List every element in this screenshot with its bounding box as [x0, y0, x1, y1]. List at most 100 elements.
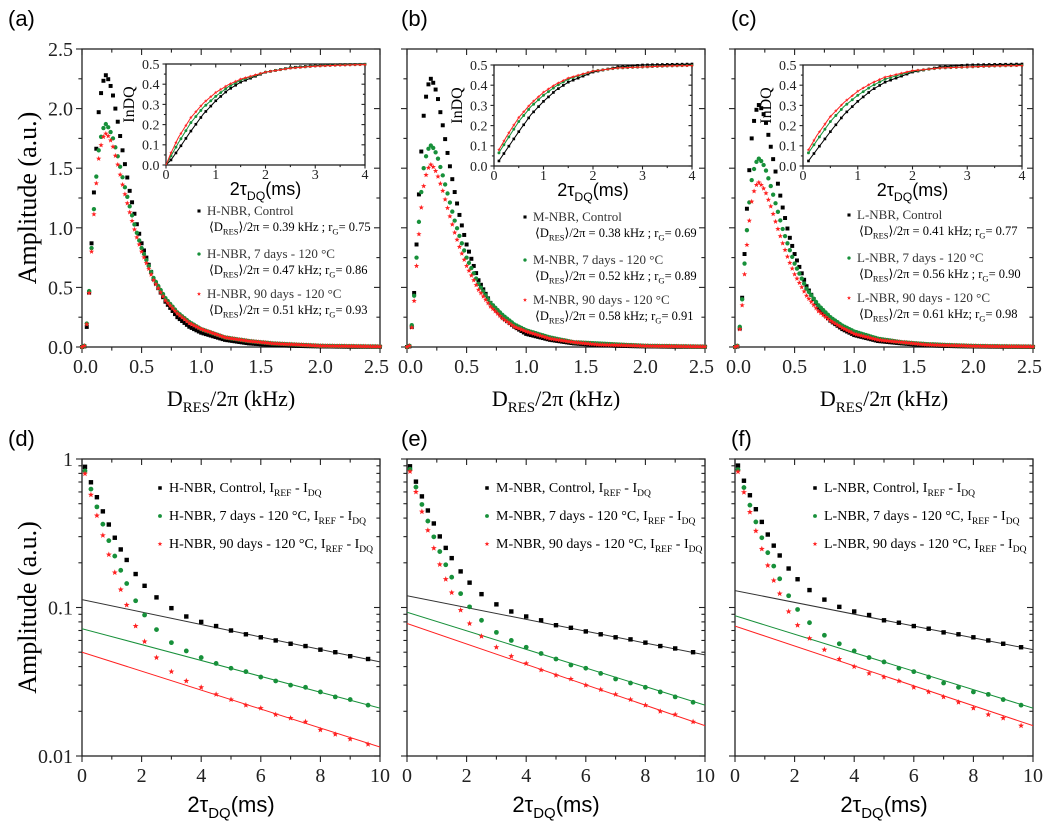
inset-y-axis-label: InDQ — [758, 87, 775, 124]
data-point-star — [944, 342, 950, 348]
data-point-circle — [787, 248, 792, 253]
data-point-square — [130, 200, 135, 205]
data-point-square — [531, 333, 536, 338]
subscript: DQ — [961, 489, 975, 499]
data-point-star — [772, 218, 779, 224]
data-point-star — [585, 340, 591, 346]
data-point-star — [620, 65, 625, 70]
data-point-square — [856, 334, 861, 339]
data-point-circle — [881, 659, 887, 665]
data-point-star — [270, 340, 276, 346]
data-point-square — [219, 95, 223, 98]
x-tick-label: 2 — [590, 169, 597, 184]
data-point-circle — [96, 148, 101, 153]
data-point-square — [971, 63, 975, 67]
x-tick-label: 1.5 — [901, 356, 926, 378]
data-point-star — [483, 297, 489, 303]
data-point-star — [764, 562, 771, 568]
data-point-circle — [747, 502, 753, 508]
x-tick-label: 4 — [521, 765, 531, 787]
inset-fit-line — [808, 65, 1022, 151]
data-point-star — [315, 342, 321, 348]
data-point-circle — [643, 684, 648, 690]
data-point-circle — [494, 629, 499, 635]
data-point-star — [905, 70, 909, 74]
inset-background — [494, 65, 692, 166]
x-tick-label: 1.0 — [514, 356, 539, 378]
data-point-square — [790, 243, 795, 248]
data-point-circle — [502, 143, 506, 147]
data-point-star — [934, 342, 941, 348]
x-tick-label: 8 — [640, 765, 650, 787]
data-point-star — [263, 70, 268, 74]
data-point-square — [101, 78, 106, 83]
data-point-square — [792, 252, 797, 257]
data-point-star — [484, 541, 490, 547]
data-point-circle — [174, 145, 178, 149]
data-point-star — [478, 290, 484, 296]
data-point-star — [659, 343, 665, 349]
data-point-square — [777, 553, 782, 558]
data-point-square — [213, 623, 219, 629]
data-point-circle — [792, 261, 797, 266]
data-point-star — [1000, 714, 1007, 721]
data-point-circle — [754, 159, 759, 165]
data-point-star — [168, 668, 175, 675]
data-point-star — [965, 343, 972, 349]
data-point-star — [963, 343, 969, 349]
data-point-star — [174, 310, 181, 316]
x-tick-label: 2.0 — [633, 356, 658, 378]
data-point-star — [635, 65, 640, 69]
x-tick-label: 0.5 — [454, 356, 479, 378]
data-point-circle — [199, 109, 203, 112]
data-point-square — [142, 583, 147, 588]
legend-detail: ⟨DRES⟩/2π = 0.56 kHz ; rG= 0.90 — [859, 267, 1021, 284]
data-point-star — [184, 123, 188, 128]
data-point-star — [213, 691, 220, 697]
data-point-square — [941, 630, 946, 635]
data-point-circle — [209, 99, 213, 103]
text-part: ⟨D — [859, 267, 873, 281]
legend-entry: H-NBR, Control, IREF - IDQ — [158, 481, 322, 499]
data-point-circle — [228, 665, 234, 671]
x-tick-label: 1.0 — [189, 356, 214, 378]
data-point-star — [93, 180, 99, 186]
data-point-star — [911, 340, 917, 346]
data-point-square — [894, 76, 898, 80]
data-point-star — [437, 180, 444, 186]
data-point-star — [908, 340, 915, 346]
legend: H-NBR, Control⟨DRES⟩/2π = 0.39 kHz ; rG=… — [196, 203, 371, 320]
data-point-star — [134, 234, 140, 240]
x-tick-label: 6 — [256, 765, 266, 787]
data-point-square — [215, 335, 220, 340]
data-point-circle — [523, 644, 529, 650]
subscript: REF — [274, 489, 291, 499]
data-point-star — [827, 317, 834, 324]
data-point-circle — [807, 620, 812, 626]
text-part: M-NBR, 90 days - 120 °C, I — [496, 537, 655, 552]
data-point-star — [332, 343, 338, 349]
data-point-star — [1023, 343, 1029, 349]
data-point-star — [566, 76, 571, 80]
data-point-star — [367, 343, 374, 349]
data-point-star — [615, 66, 620, 70]
text-part: /2π (kHz) — [535, 386, 620, 411]
data-point-star — [253, 73, 258, 77]
data-point-star — [970, 64, 975, 69]
data-point-square — [113, 106, 118, 111]
data-point-square — [447, 164, 452, 169]
text-part: H-NBR, 90 days - 120 °C, I — [169, 537, 326, 552]
text-part: ⟩/2π = 0.61 kHz; r — [889, 307, 981, 321]
data-point-square — [799, 271, 804, 276]
data-point-star — [1006, 343, 1012, 349]
data-point-star — [1030, 343, 1036, 349]
data-point-star — [167, 302, 173, 309]
legend-label: L-NBR, 90 days - 120 °C, IREF - IDQ — [824, 537, 1027, 555]
text-part: - I — [343, 537, 360, 552]
data-point-star — [994, 343, 1000, 349]
data-point-star — [218, 87, 223, 91]
subscript: REF — [979, 545, 996, 555]
text-part: ⟨D — [535, 226, 549, 240]
data-point-square — [229, 87, 232, 90]
data-point-square — [528, 333, 533, 338]
